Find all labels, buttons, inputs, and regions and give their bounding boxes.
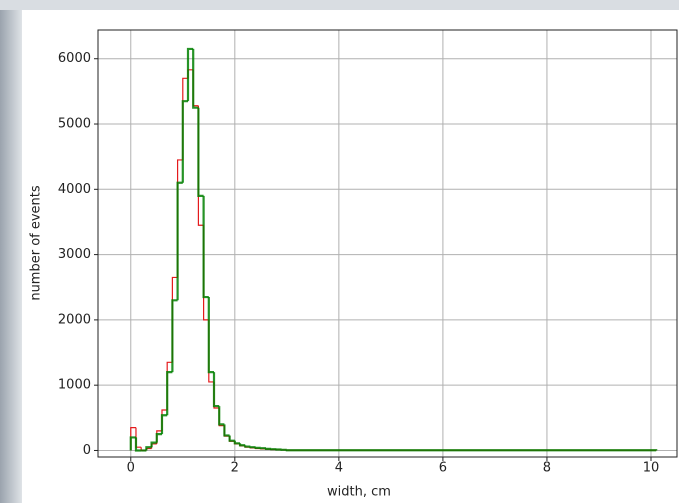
histogram-step xyxy=(218,406,225,426)
histogram-step xyxy=(186,47,194,102)
y-axis-label: number of events xyxy=(29,185,44,301)
x-tick-label: 2 xyxy=(231,461,239,476)
histogram-step xyxy=(244,445,251,448)
histogram-step xyxy=(176,181,183,301)
histogram-step xyxy=(129,436,136,451)
histogram-step xyxy=(264,447,272,450)
x-axis-label: width, cm xyxy=(327,485,391,500)
x-tick-label: 8 xyxy=(543,461,551,476)
background-strip xyxy=(0,0,22,503)
x-tick-label: 6 xyxy=(439,461,447,476)
histogram-step xyxy=(285,449,658,452)
y-tick-label: 0 xyxy=(83,443,91,458)
figure xyxy=(22,10,679,503)
histogram-step xyxy=(134,437,142,452)
histogram-step xyxy=(212,372,220,408)
y-tick-label: 6000 xyxy=(58,51,91,66)
axes-frame xyxy=(97,29,678,458)
histogram-step xyxy=(254,446,261,449)
histogram-step xyxy=(181,100,188,183)
histogram-step xyxy=(207,297,215,374)
histogram-step xyxy=(249,446,256,449)
histogram-step xyxy=(228,435,235,442)
x-tick-label: 4 xyxy=(335,461,343,476)
histogram-step xyxy=(150,441,157,448)
histogram-step xyxy=(197,107,204,197)
background-top xyxy=(0,0,679,10)
y-tick-label: 5000 xyxy=(58,117,91,132)
histogram-step xyxy=(202,195,209,299)
y-tick-label: 1000 xyxy=(58,378,91,393)
histogram-step xyxy=(223,424,230,437)
histogram-step xyxy=(233,440,241,445)
histogram-step xyxy=(160,414,168,435)
histogram-step xyxy=(145,446,152,451)
y-tick-label: 4000 xyxy=(58,182,91,197)
histogram-step xyxy=(171,299,178,373)
histogram-step xyxy=(166,371,173,416)
x-tick-label: 10 xyxy=(643,461,660,476)
histogram-step xyxy=(155,433,162,443)
histogram-step xyxy=(192,48,199,109)
y-tick-label: 3000 xyxy=(58,247,91,262)
histogram-step xyxy=(238,443,246,447)
y-tick-label: 2000 xyxy=(58,312,91,327)
plot-area: 0 2 4 6 8 10 0 1000 2000 3000 4000 5000 6000 xyxy=(58,29,678,476)
x-tick-label: 0 xyxy=(127,461,135,476)
